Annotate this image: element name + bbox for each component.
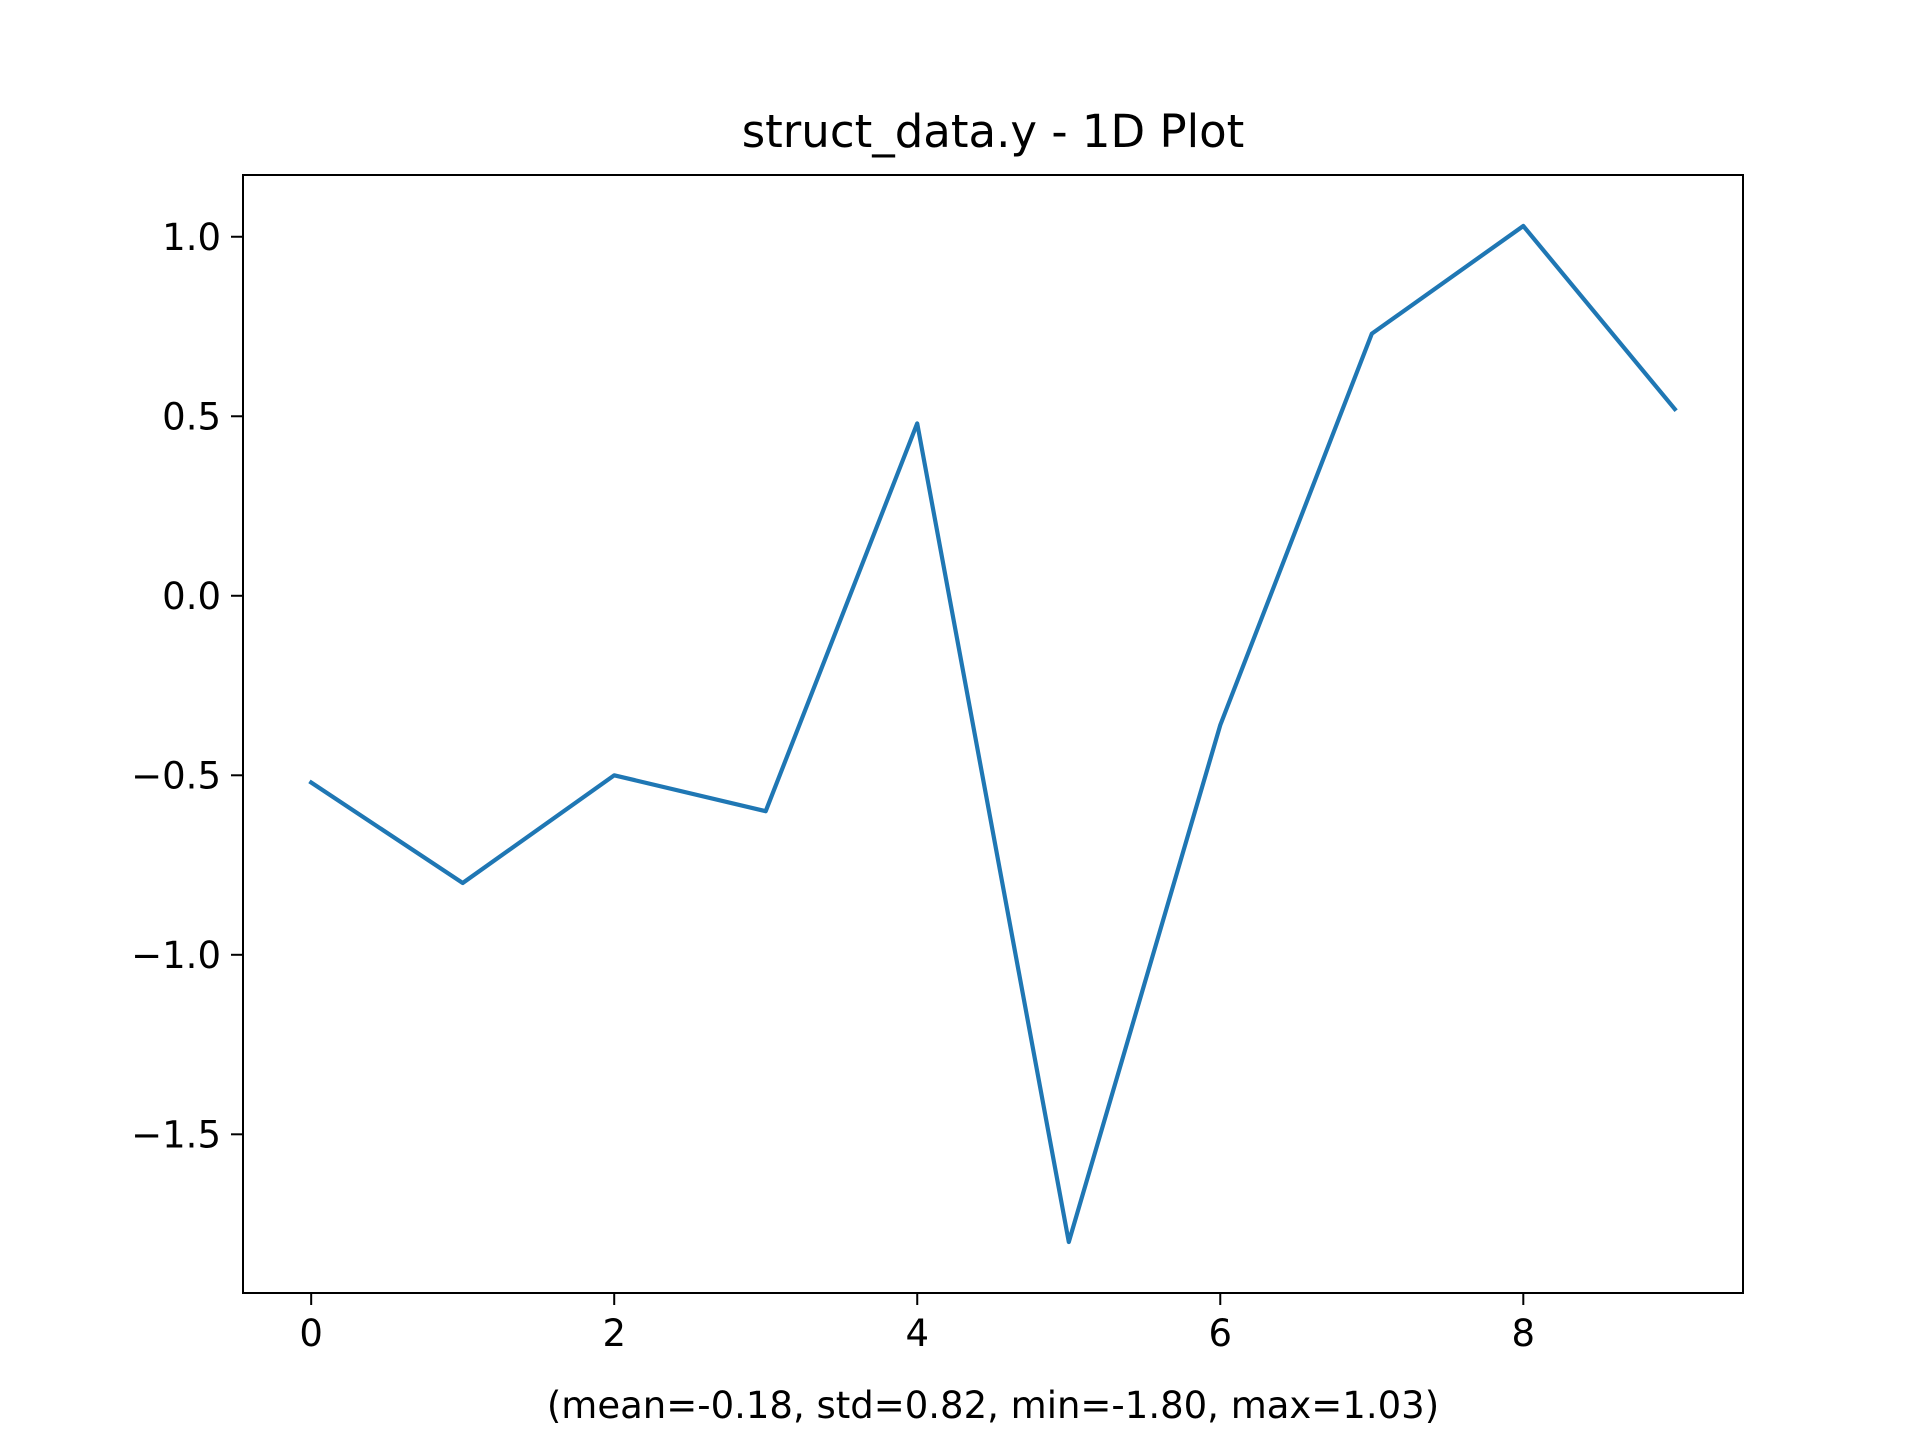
y-tick-label: −1.0 [131,934,221,977]
x-tick-label: 6 [1208,1312,1232,1355]
x-tick-label: 0 [299,1312,323,1355]
x-tick-label: 4 [905,1312,929,1355]
x-tick-label: 8 [1512,1312,1536,1355]
chart-title: struct_data.y - 1D Plot [742,105,1245,158]
y-tick-label: −0.5 [131,754,221,797]
y-tick-label: 0.5 [162,395,221,438]
x-tick-label: 2 [602,1312,626,1355]
y-tick-label: 1.0 [162,216,221,259]
x-axis-label: (mean=-0.18, std=0.82, min=-1.80, max=1.… [547,1384,1439,1427]
y-tick-label: 0.0 [162,575,221,618]
y-tick-label: −1.5 [131,1113,221,1156]
